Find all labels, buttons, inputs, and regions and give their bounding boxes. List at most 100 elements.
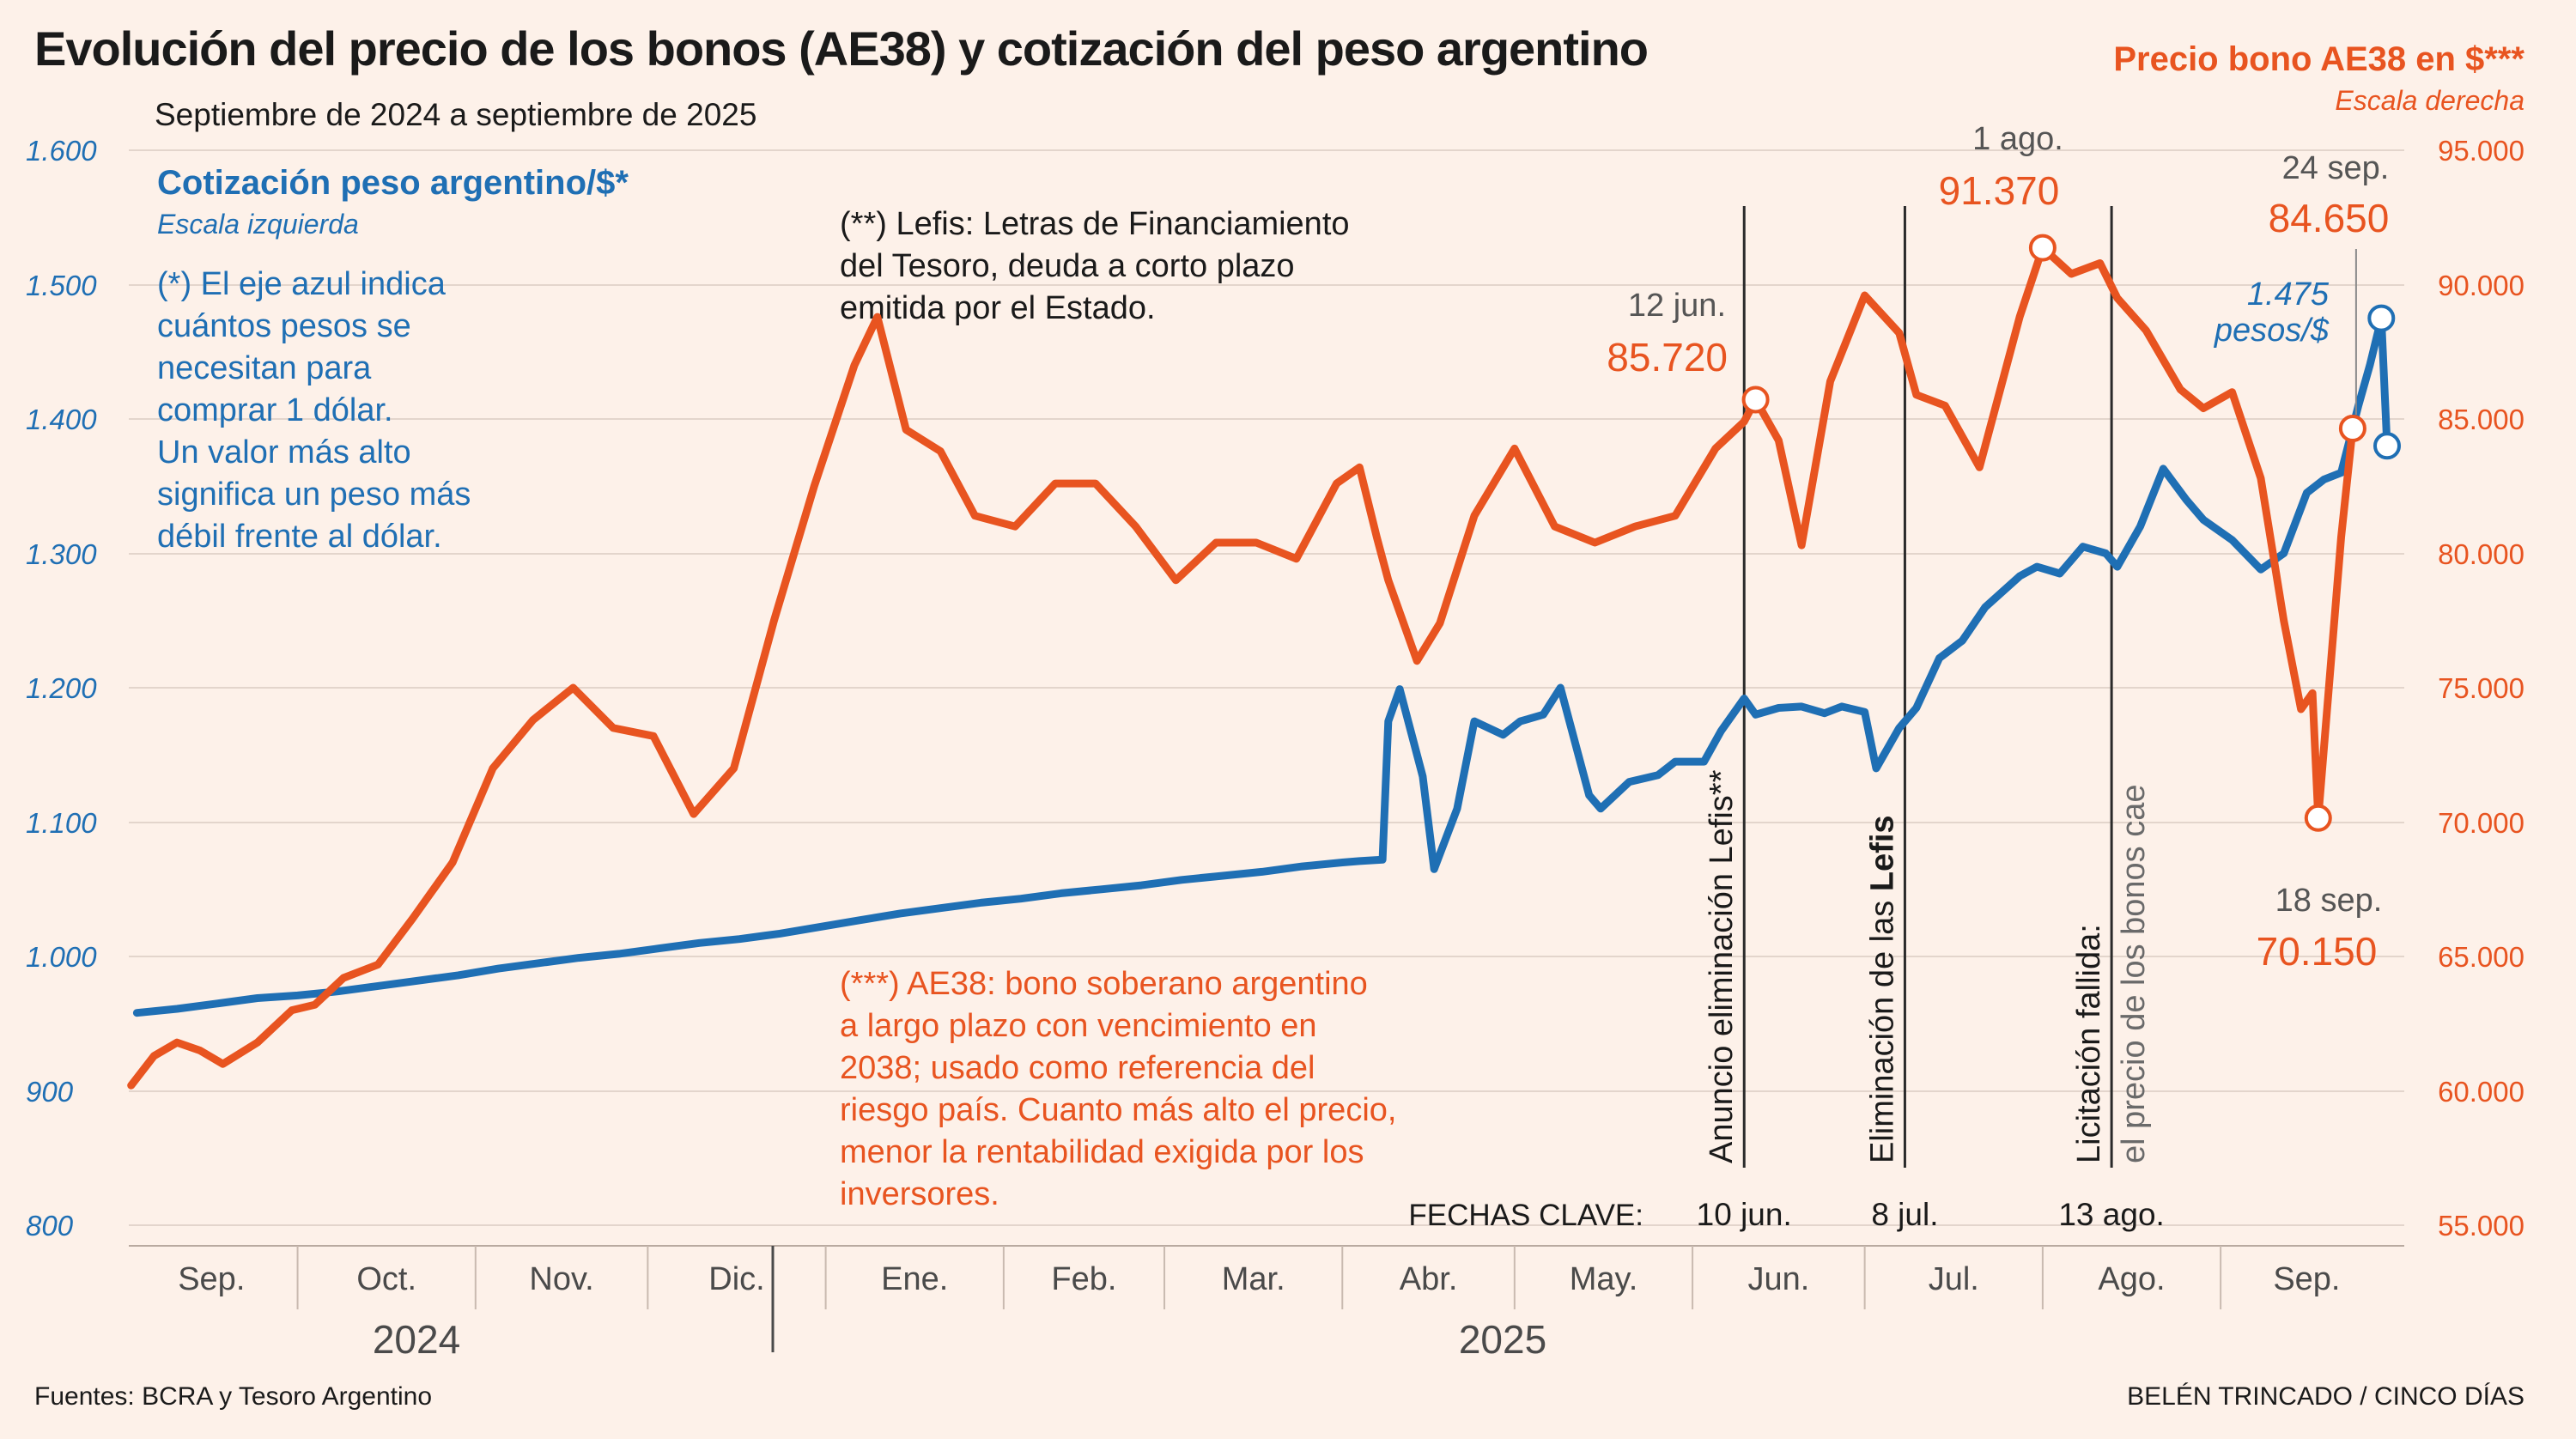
ae38-note-line: a largo plazo con vencimiento en [840, 1008, 1317, 1044]
marker-peso [2367, 304, 2396, 332]
peso-note-line: significa un peso más [157, 477, 471, 513]
annotation-sep18-value: 70.150 [2257, 929, 2378, 974]
month-label: Nov. [529, 1261, 593, 1297]
month-label: Jul. [1929, 1261, 1979, 1297]
year-labels: 2024 2025 [373, 1317, 1546, 1362]
right-tick-label: 90.000 [2438, 270, 2524, 301]
ae38-note-line: inversores. [840, 1176, 999, 1212]
month-label: Feb. [1051, 1261, 1116, 1297]
lefis-note-line: del Tesoro, deuda a corto plazo [840, 248, 1295, 284]
ae38-note-line: menor la rentabilidad exigida por los [840, 1134, 1364, 1170]
left-tick-label: 1.200 [26, 672, 97, 704]
marker-ae38 [2338, 415, 2366, 442]
month-ticks [296, 1246, 2222, 1309]
peso-note-line: débil frente al dólar. [157, 519, 442, 555]
peso-note-line: Un valor más alto [157, 434, 411, 471]
ae38-note-line: riesgo país. Cuanto más alto el precio, [840, 1092, 1396, 1128]
year-label: 2025 [1459, 1317, 1546, 1362]
right-tick-label: 65.000 [2438, 941, 2524, 973]
marker-peso-end [2373, 432, 2401, 460]
peso-note-line: comprar 1 dólar. [157, 392, 393, 428]
left-tick-label: 1.300 [26, 538, 97, 570]
event-label-lefis-elimination: Eliminación de las Lefis [1864, 815, 1900, 1163]
month-label: Abr. [1400, 1261, 1458, 1297]
right-tick-label: 85.000 [2438, 404, 2524, 435]
month-label: Mar. [1222, 1261, 1285, 1297]
annotation-aug1-date: 1 ago. [1972, 121, 2063, 157]
annotation-peso-value: 1.475 [2247, 276, 2330, 313]
marker-ae38 [2304, 804, 2332, 832]
month-label: Sep. [2273, 1261, 2340, 1297]
month-label: Jun. [1747, 1261, 1809, 1297]
key-date: 8 jul. [1871, 1197, 1938, 1232]
left-tick-label: 1.100 [26, 807, 97, 839]
month-label: Sep. [178, 1261, 245, 1297]
right-tick-label: 75.000 [2438, 672, 2524, 704]
key-date: 13 ago. [2058, 1197, 2164, 1232]
annotation-sep24-value: 84.650 [2269, 196, 2390, 240]
annotation-jun12-value: 85.720 [1607, 335, 1728, 379]
left-tick-label: 800 [26, 1210, 74, 1242]
right-axis: 95.000 90.000 85.000 80.000 75.000 70.00… [2438, 135, 2524, 1242]
year-label: 2024 [373, 1317, 460, 1362]
right-tick-label: 55.000 [2438, 1210, 2524, 1242]
series-line-ae38 [127, 244, 2357, 1090]
annotation-sep18-date: 18 sep. [2275, 883, 2383, 919]
month-label: Dic. [708, 1261, 764, 1297]
left-axis-title: Cotización peso argentino/$* [157, 164, 629, 202]
left-tick-label: 1.400 [26, 404, 97, 435]
annotation-aug1-value: 91.370 [1939, 168, 2060, 213]
left-axis: 1.600 1.500 1.400 1.300 1.200 1.100 1.00… [26, 135, 97, 1242]
annotation-jun12-date: 12 jun. [1628, 288, 1726, 324]
event-label-failed-auction-detail: el precio de los bonos cae [2116, 784, 2152, 1163]
month-label: May. [1570, 1261, 1638, 1297]
annotation-sep24-date: 24 sep. [2282, 150, 2390, 186]
month-label: Ago. [2098, 1261, 2165, 1297]
gridlines [129, 149, 2404, 1226]
markers [1741, 234, 2401, 832]
right-axis-title: Precio bono AE38 en $*** [2113, 40, 2524, 78]
annotation-peso-unit: pesos/$ [2214, 313, 2330, 349]
right-tick-label: 80.000 [2438, 538, 2524, 570]
event-label-lefis-announcement: Anuncio eliminación Lefis** [1704, 769, 1740, 1163]
left-axis-note: Escala izquierda [157, 209, 359, 240]
ae38-note-line: (***) AE38: bono soberano argentino [840, 966, 1368, 1002]
left-tick-label: 900 [26, 1076, 74, 1108]
left-tick-label: 1.000 [26, 941, 97, 973]
annotations: 12 jun. 85.720 1 ago. 91.370 24 sep. 84.… [1607, 121, 2389, 974]
left-tick-label: 1.500 [26, 270, 97, 301]
peso-note-line: (*) El eje azul indica [157, 266, 447, 302]
lefis-note: (**) Lefis: Letras de Financiamiento del… [840, 206, 1350, 326]
month-labels: Sep. Oct. Nov. Dic. Ene. Feb. Mar. Abr. … [178, 1261, 2340, 1297]
lefis-note-line: emitida por el Estado. [840, 290, 1156, 326]
right-axis-note: Escala derecha [2335, 85, 2524, 116]
ae38-note: (***) AE38: bono soberano argentino a la… [840, 966, 1396, 1212]
lefis-note-line: (**) Lefis: Letras de Financiamiento [840, 206, 1350, 242]
key-date: 10 jun. [1697, 1197, 1792, 1232]
series-line-peso [132, 314, 2391, 1017]
ae38-note-line: 2038; usado como referencia del [840, 1050, 1315, 1086]
peso-note: (*) El eje azul indica cuántos pesos se … [157, 266, 471, 555]
key-dates-label: FECHAS CLAVE: [1408, 1199, 1643, 1232]
credit-note: BELÉN TRINCADO / CINCO DÍAS [2127, 1382, 2524, 1411]
right-tick-label: 60.000 [2438, 1076, 2524, 1108]
peso-note-line: cuántos pesos se [157, 308, 411, 344]
event-label-failed-auction: Licitación fallida: [2071, 924, 2107, 1163]
marker-ae38 [1741, 386, 1770, 414]
chart-title: Evolución del precio de los bonos (AE38)… [34, 21, 1648, 76]
month-label: Ene. [881, 1261, 948, 1297]
marker-ae38 [2028, 234, 2057, 262]
right-tick-label: 70.000 [2438, 807, 2524, 839]
right-tick-label: 95.000 [2438, 135, 2524, 167]
peso-note-line: necesitan para [157, 350, 372, 386]
event-label-lefis-elimination-pre: Eliminación de las [1864, 891, 1900, 1163]
event-labels: Anuncio eliminación Lefis** Eliminación … [1704, 769, 2152, 1163]
chart-subtitle: Septiembre de 2024 a septiembre de 2025 [155, 97, 756, 132]
left-tick-label: 1.600 [26, 135, 97, 167]
source-note: Fuentes: BCRA y Tesoro Argentino [34, 1382, 432, 1411]
month-label: Oct. [356, 1261, 416, 1297]
key-dates-row: FECHAS CLAVE: 10 jun. 8 jul. 13 ago. [1408, 1197, 2164, 1232]
event-label-lefis-elimination-bold: Lefis [1864, 815, 1900, 891]
